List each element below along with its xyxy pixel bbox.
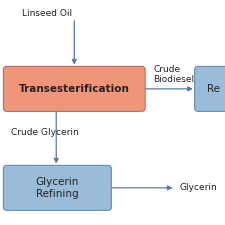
Text: Glycerin: Glycerin — [180, 183, 218, 192]
Text: Linseed Oil: Linseed Oil — [22, 9, 73, 18]
Text: Crude
Biodiesel: Crude Biodiesel — [153, 65, 194, 84]
Text: Transesterification: Transesterification — [19, 84, 130, 94]
Text: Glycerin
Refining: Glycerin Refining — [36, 177, 79, 199]
Text: Crude Glycerin: Crude Glycerin — [11, 128, 79, 137]
FancyBboxPatch shape — [195, 66, 225, 111]
FancyBboxPatch shape — [3, 165, 111, 210]
Text: Re: Re — [207, 84, 220, 94]
FancyBboxPatch shape — [3, 66, 145, 111]
